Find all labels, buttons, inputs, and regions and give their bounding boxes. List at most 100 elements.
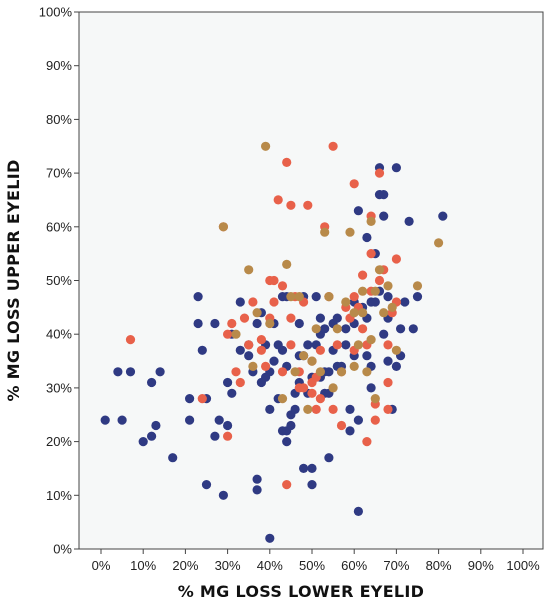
data-point: [235, 377, 245, 388]
data-point: [366, 383, 376, 393]
data-point: [282, 437, 292, 447]
data-point: [383, 404, 393, 414]
data-point: [341, 297, 351, 307]
data-point: [328, 383, 338, 393]
data-point: [117, 415, 127, 425]
data-point: [193, 318, 203, 329]
data-point: [277, 281, 288, 291]
data-point: [303, 404, 313, 414]
data-point: [349, 179, 359, 189]
data-point: [336, 420, 347, 431]
data-point: [341, 340, 351, 350]
data-point: [256, 345, 266, 355]
data-point: [315, 367, 325, 377]
data-point: [261, 361, 271, 371]
data-point: [307, 356, 317, 366]
data-point: [277, 394, 288, 404]
data-point: [269, 275, 279, 286]
data-point: [265, 318, 275, 329]
data-point: [286, 340, 296, 350]
data-point: [438, 211, 448, 221]
data-point: [383, 377, 393, 388]
data-point: [311, 324, 321, 334]
data-point: [349, 292, 359, 302]
data-point: [290, 404, 300, 414]
data-point: [218, 490, 228, 500]
data-point: [252, 318, 262, 329]
data-point: [151, 420, 161, 431]
data-point: [404, 216, 414, 226]
y-tick-label: 50%: [46, 273, 72, 288]
data-point: [370, 415, 380, 425]
y-tick-label: 70%: [46, 166, 72, 181]
data-point: [223, 420, 233, 431]
data-point: [201, 480, 212, 490]
data-point: [383, 340, 393, 350]
x-tick-label: 50%: [299, 558, 325, 573]
data-point: [256, 335, 266, 345]
data-point: [379, 190, 389, 200]
x-tick-label: 10%: [130, 558, 156, 573]
data-point: [391, 254, 401, 264]
data-points: [100, 141, 448, 543]
data-point: [223, 377, 233, 388]
data-point: [282, 480, 292, 490]
data-point: [227, 318, 237, 329]
data-point: [269, 297, 279, 307]
data-point: [320, 227, 330, 237]
data-point: [396, 324, 406, 334]
data-point: [138, 437, 148, 447]
data-point: [370, 394, 380, 404]
data-point: [185, 394, 195, 404]
data-point: [231, 367, 241, 377]
x-tick-label: 20%: [172, 558, 198, 573]
data-point: [239, 313, 250, 323]
data-point: [299, 463, 309, 473]
data-point: [353, 415, 363, 425]
x-axis-title: % MG LOSS LOWER EYELID: [178, 582, 425, 601]
y-tick-label: 90%: [46, 58, 72, 73]
data-point: [100, 415, 110, 425]
data-point: [324, 292, 334, 302]
data-point: [252, 485, 262, 495]
data-point: [320, 324, 330, 334]
data-point: [315, 345, 325, 355]
data-point: [383, 356, 393, 366]
y-tick-label: 30%: [46, 380, 72, 395]
data-point: [214, 415, 224, 425]
data-point: [282, 157, 292, 167]
data-point: [244, 340, 254, 350]
data-point: [412, 281, 423, 291]
data-point: [332, 324, 342, 334]
data-point: [147, 377, 157, 388]
data-point: [235, 345, 245, 355]
data-point: [374, 265, 385, 275]
data-point: [273, 195, 283, 205]
y-tick-label: 10%: [46, 488, 72, 503]
data-point: [366, 335, 376, 345]
data-point: [185, 415, 195, 425]
data-point: [324, 367, 334, 377]
data-point: [353, 506, 363, 516]
data-point: [349, 308, 359, 318]
data-point: [286, 420, 296, 431]
data-point: [434, 238, 444, 248]
data-point: [315, 394, 325, 404]
data-point: [299, 351, 309, 361]
data-point: [197, 345, 207, 355]
data-point: [155, 367, 165, 377]
data-point: [379, 308, 389, 318]
data-point: [282, 259, 292, 269]
data-point: [307, 480, 317, 490]
data-point: [391, 345, 401, 355]
x-tick-label: 80%: [426, 558, 452, 573]
data-point: [265, 533, 275, 543]
data-point: [332, 340, 342, 350]
x-tick-label: 90%: [468, 558, 494, 573]
data-point: [252, 308, 262, 318]
data-point: [370, 286, 380, 296]
data-point: [294, 292, 304, 302]
data-point: [299, 383, 309, 393]
data-point: [311, 292, 321, 302]
data-point: [286, 200, 296, 210]
